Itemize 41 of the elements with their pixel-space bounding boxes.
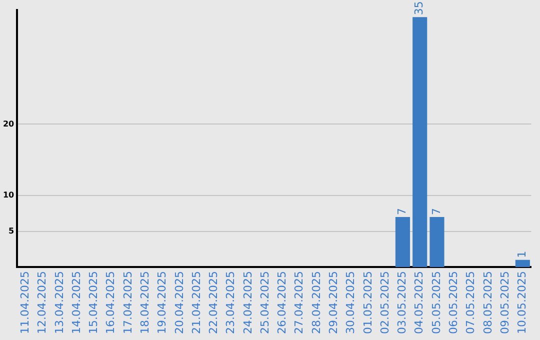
y-tick-label: 5	[8, 226, 15, 236]
data-label: 7	[396, 208, 409, 216]
bar	[412, 17, 428, 268]
x-tick-label: 15.04.2025	[87, 271, 100, 334]
x-tick-label: 22.04.2025	[207, 271, 220, 334]
x-tick-label: 27.04.2025	[292, 271, 306, 334]
data-label: 1	[516, 250, 529, 258]
x-tick-label: 12.04.2025	[36, 271, 49, 334]
x-tick-label: 01.05.2025	[361, 271, 374, 334]
x-tick-label: 23.04.2025	[224, 271, 238, 334]
x-tick-label: 25.04.2025	[258, 271, 272, 334]
x-tick-label: 24.04.2025	[241, 271, 254, 334]
x-tick-label: 17.04.2025	[121, 271, 134, 334]
x-tick-label: 21.04.2025	[190, 271, 203, 334]
x-tick-label: 05.05.2025	[430, 271, 443, 334]
x-tick-label: 18.04.2025	[138, 271, 152, 334]
x-tick-label: 28.04.2025	[310, 271, 323, 334]
x-tick-label: 09.05.2025	[498, 271, 512, 334]
x-tick-label: 02.05.2025	[378, 271, 392, 334]
x-tick-label: 20.04.2025	[172, 271, 186, 334]
bar	[430, 217, 444, 268]
data-label: 35	[412, 1, 426, 16]
x-tick-label: 19.04.2025	[156, 271, 169, 334]
x-tick-label: 04.05.2025	[412, 271, 426, 334]
x-tick-label: 16.04.2025	[104, 271, 118, 334]
x-tick-label: 30.04.2025	[344, 271, 358, 334]
x-tick-label: 07.05.2025	[464, 271, 478, 334]
x-tick-label: 29.04.2025	[327, 271, 340, 334]
bar	[395, 217, 410, 268]
x-tick-label: 10.05.2025	[516, 271, 529, 334]
y-tick-label: 10	[2, 190, 15, 200]
x-tick-label: 14.04.2025	[70, 271, 83, 334]
data-label: 7	[430, 208, 443, 216]
bar	[515, 260, 530, 268]
x-tick-label: 03.05.2025	[396, 271, 409, 334]
x-tick-label: 08.05.2025	[481, 271, 494, 334]
x-tick-label: 13.04.2025	[52, 271, 66, 334]
x-tick-label: 06.05.2025	[446, 271, 460, 334]
x-tick-label: 11.04.2025	[18, 271, 32, 334]
y-tick-label: 20	[2, 119, 15, 128]
x-tick-label: 26.04.2025	[276, 271, 289, 334]
